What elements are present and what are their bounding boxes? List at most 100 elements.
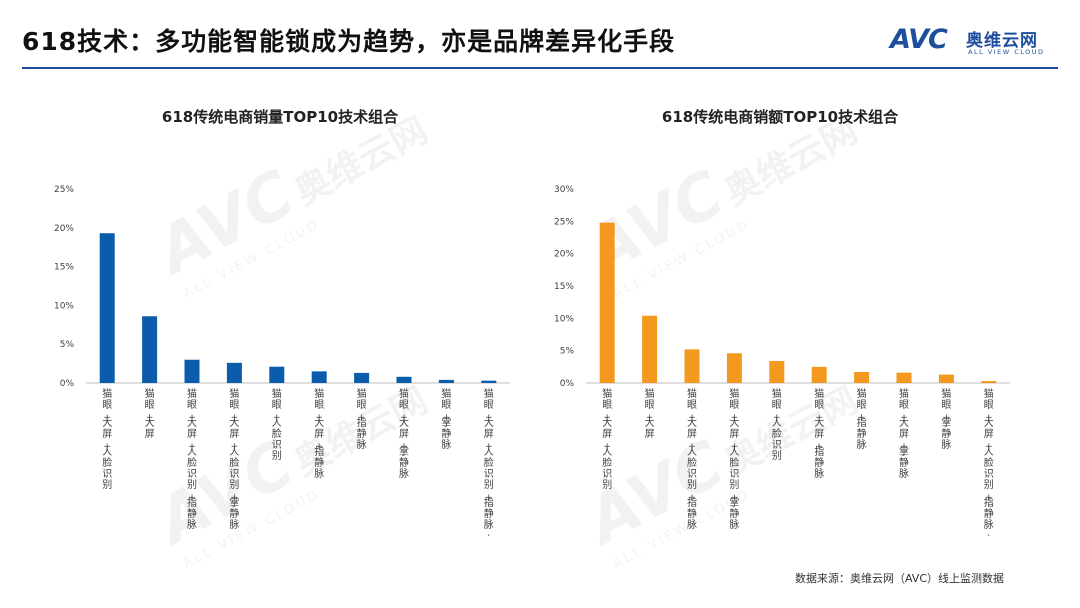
svg-text:别: 别 bbox=[772, 450, 782, 462]
svg-text:静: 静 bbox=[984, 507, 994, 520]
svg-text:屏: 屏 bbox=[645, 428, 655, 440]
svg-text:+: + bbox=[688, 493, 696, 503]
bar bbox=[99, 233, 115, 383]
x-tick-label: 猫眼 +大屏 bbox=[145, 387, 155, 440]
svg-text:大: 大 bbox=[314, 416, 324, 429]
svg-text:指: 指 bbox=[314, 445, 324, 458]
svg-text:掌: 掌 bbox=[899, 446, 909, 458]
svg-text:猫: 猫 bbox=[687, 387, 697, 400]
svg-text:脸: 脸 bbox=[772, 427, 782, 440]
svg-text:大: 大 bbox=[899, 416, 909, 429]
svg-text:脉: 脉 bbox=[984, 518, 994, 531]
svg-text:脉: 脉 bbox=[441, 438, 451, 451]
svg-text:脉: 脉 bbox=[484, 518, 494, 531]
svg-text:大: 大 bbox=[602, 416, 612, 429]
chart-title: 618传统电商销量TOP10技术组合 bbox=[162, 108, 399, 126]
svg-text:大: 大 bbox=[484, 416, 494, 429]
y-tick-label: 15% bbox=[54, 263, 74, 273]
svg-text:眼: 眼 bbox=[602, 399, 612, 411]
bar bbox=[938, 374, 954, 383]
svg-text:脉: 脉 bbox=[187, 518, 197, 531]
page-title: 618技术：多功能智能锁成为趋势，亦是品牌差异化手段 bbox=[22, 27, 676, 56]
bar bbox=[184, 359, 200, 383]
svg-text:大: 大 bbox=[645, 416, 655, 429]
y-tick-label: 30% bbox=[554, 185, 574, 195]
svg-text:人: 人 bbox=[984, 446, 994, 458]
svg-text:+: + bbox=[858, 413, 866, 423]
svg-text:+: + bbox=[485, 413, 493, 423]
svg-text:大: 大 bbox=[399, 416, 409, 429]
svg-text:脸: 脸 bbox=[602, 456, 612, 469]
svg-text:+: + bbox=[188, 413, 196, 423]
svg-text:脸: 脸 bbox=[687, 456, 697, 469]
data-source-note: 数据来源：奥维云网（AVC）线上监测数据 bbox=[794, 572, 1004, 585]
svg-text:屏: 屏 bbox=[687, 428, 697, 440]
svg-text:+: + bbox=[485, 533, 493, 536]
bar bbox=[769, 361, 785, 383]
svg-text:识: 识 bbox=[687, 468, 697, 480]
svg-text:屏: 屏 bbox=[484, 428, 494, 440]
svg-text:识: 识 bbox=[984, 468, 994, 480]
logo-english-name: ALL VIEW CLOUD bbox=[968, 48, 1045, 56]
svg-text:+: + bbox=[985, 413, 993, 423]
svg-text:眼: 眼 bbox=[814, 399, 824, 411]
y-tick-label: 5% bbox=[60, 340, 75, 350]
svg-text:猫: 猫 bbox=[229, 387, 239, 400]
sales-revenue-chart-svg: 618传统电商销额TOP10技术组合 0% 5% 10% 15% 20% 25% 30% 猫眼 +… bbox=[554, 108, 1010, 536]
svg-text:掌: 掌 bbox=[399, 446, 409, 458]
bar bbox=[354, 372, 370, 383]
logo-chinese-name: 奥维云网 bbox=[966, 31, 1038, 51]
svg-text:别: 别 bbox=[484, 479, 494, 491]
svg-text:屏: 屏 bbox=[984, 428, 994, 440]
svg-text:静: 静 bbox=[857, 427, 867, 440]
svg-text:识: 识 bbox=[602, 468, 612, 480]
svg-text:眼: 眼 bbox=[272, 399, 282, 411]
slide-header: 618技术：多功能智能锁成为趋势，亦是品牌差异化手段 AVC 奥维云网 ALL … bbox=[0, 0, 1080, 70]
svg-text:大: 大 bbox=[102, 416, 112, 429]
svg-text:+: + bbox=[231, 442, 239, 452]
svg-text:猫: 猫 bbox=[729, 387, 739, 400]
x-tick-label: 猫眼+大屏+指静脉 bbox=[814, 387, 824, 480]
svg-text:脉: 脉 bbox=[687, 518, 697, 531]
svg-text:+: + bbox=[900, 413, 908, 423]
svg-text:人: 人 bbox=[272, 417, 282, 429]
svg-text:脸: 脸 bbox=[729, 456, 739, 469]
svg-text:指: 指 bbox=[357, 416, 367, 429]
svg-text:眼: 眼 bbox=[729, 399, 739, 411]
svg-text:猫: 猫 bbox=[272, 387, 282, 400]
svg-text:人: 人 bbox=[729, 446, 739, 458]
svg-text:+: + bbox=[485, 442, 493, 452]
svg-text:大: 大 bbox=[687, 416, 697, 429]
svg-text:脉: 脉 bbox=[229, 518, 239, 531]
svg-text:脉: 脉 bbox=[814, 467, 824, 480]
x-tick-label: 猫眼 +指静脉 bbox=[857, 387, 867, 451]
svg-text:识: 识 bbox=[272, 439, 282, 451]
svg-text:+: + bbox=[688, 413, 696, 423]
svg-text:别: 别 bbox=[187, 479, 197, 491]
svg-text:猫: 猫 bbox=[814, 387, 824, 400]
y-tick-label: 20% bbox=[54, 224, 74, 234]
svg-text:+: + bbox=[188, 442, 196, 452]
svg-text:猫: 猫 bbox=[187, 387, 197, 400]
svg-text:屏: 屏 bbox=[314, 428, 324, 440]
svg-text:+: + bbox=[603, 442, 611, 452]
svg-text:+: + bbox=[985, 493, 993, 503]
svg-text:屏: 屏 bbox=[229, 428, 239, 440]
svg-text:静: 静 bbox=[441, 427, 451, 440]
x-tick-label: 猫眼+大屏+掌静脉 bbox=[899, 387, 909, 480]
bar bbox=[726, 353, 742, 383]
svg-text:猫: 猫 bbox=[441, 387, 451, 400]
svg-text:+: + bbox=[943, 413, 951, 423]
svg-text:+: + bbox=[273, 413, 281, 423]
logo-mark: AVC bbox=[890, 24, 948, 55]
svg-text:静: 静 bbox=[187, 507, 197, 520]
svg-text:眼: 眼 bbox=[857, 399, 867, 411]
svg-text:人: 人 bbox=[484, 446, 494, 458]
svg-text:识: 识 bbox=[729, 468, 739, 480]
svg-text:猫: 猫 bbox=[857, 387, 867, 400]
svg-text:猫: 猫 bbox=[772, 387, 782, 400]
svg-text:眼: 眼 bbox=[899, 399, 909, 411]
